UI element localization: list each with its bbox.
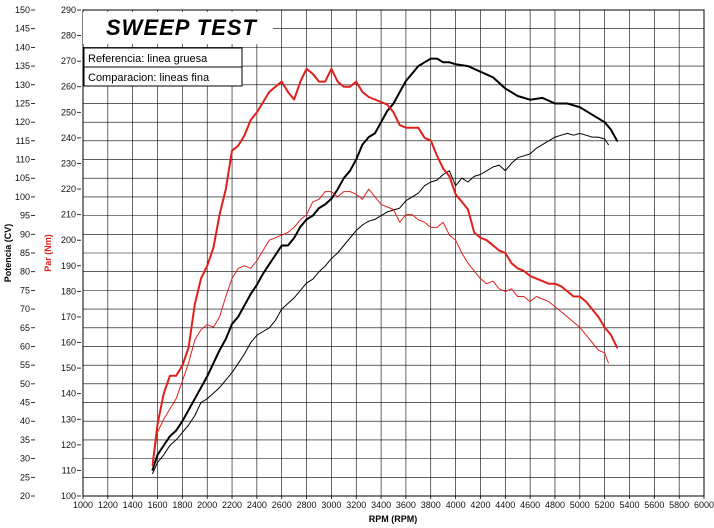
y-right-tick-label: 140 xyxy=(61,389,76,399)
x-tick-label: 5000 xyxy=(570,500,590,510)
x-tick-label: 1800 xyxy=(172,500,192,510)
x-tick-label: 1000 xyxy=(73,500,93,510)
series-layer xyxy=(151,57,619,475)
y-right-axis-label: Par (Nm) xyxy=(43,234,53,272)
y-right-tick-label: 170 xyxy=(61,312,76,322)
y-left-tick-label: 55 xyxy=(20,360,30,370)
y-right-tick-label: 210 xyxy=(61,210,76,220)
x-tick-label: 3200 xyxy=(346,500,366,510)
y-left-tick-label: 100 xyxy=(15,192,30,202)
y-left-tick-label: 35 xyxy=(20,435,30,445)
x-tick-label: 5600 xyxy=(644,500,664,510)
x-tick-label: 2600 xyxy=(272,500,292,510)
y-right-tick-label: 160 xyxy=(61,338,76,348)
y-left-tick-label: 85 xyxy=(20,248,30,258)
y-right-tick-label: 120 xyxy=(61,440,76,450)
y-left-tick-label: 145 xyxy=(15,24,30,34)
x-axis-ticks: 1000 1200 1400 1600 1800 2000 2200 2400 2600 2800… xyxy=(73,496,714,510)
x-tick-label: 3800 xyxy=(421,500,441,510)
y-right-tick-label: 100 xyxy=(61,491,76,501)
x-tick-label: 4200 xyxy=(470,500,490,510)
y-left-tick-label: 30 xyxy=(20,454,30,464)
x-tick-label: 3400 xyxy=(371,500,391,510)
y-left-tick-label: 105 xyxy=(15,173,30,183)
y-right-tick-label: 180 xyxy=(61,286,76,296)
y-right-tick-label: 130 xyxy=(61,414,76,424)
x-tick-label: 4000 xyxy=(446,500,466,510)
x-tick-label: 2400 xyxy=(247,500,267,510)
y-left-axis-ticks: 20 25 30 35 40 45 50 55 60 65 70 75 80 85 90 95 100 105 11… xyxy=(15,5,35,501)
chart-title: SWEEP TEST xyxy=(106,15,258,40)
y-left-tick-label: 60 xyxy=(20,341,30,351)
x-tick-label: 5800 xyxy=(669,500,689,510)
y-left-tick-label: 75 xyxy=(20,285,30,295)
y-left-tick-label: 45 xyxy=(20,398,30,408)
x-tick-label: 4400 xyxy=(495,500,515,510)
y-right-tick-label: 190 xyxy=(61,261,76,271)
x-tick-label: 2200 xyxy=(222,500,242,510)
y-left-tick-label: 115 xyxy=(16,136,30,146)
x-tick-label: 1600 xyxy=(148,500,168,510)
y-left-tick-label: 150 xyxy=(15,5,30,15)
legend: Referencia: linea gruesa Comparacion: li… xyxy=(83,47,243,87)
x-tick-label: 4800 xyxy=(545,500,565,510)
y-right-tick-label: 200 xyxy=(61,235,76,245)
torque-thin-line xyxy=(152,188,609,466)
x-tick-label: 3000 xyxy=(321,500,341,510)
y-left-tick-label: 80 xyxy=(20,267,30,277)
x-tick-label: 1200 xyxy=(98,500,118,510)
y-left-tick-label: 65 xyxy=(20,323,30,333)
y-right-axis-ticks: 100 110 120 130 140 150 160 170 180 190 200 210 220 2… xyxy=(61,5,81,501)
y-right-tick-label: 270 xyxy=(61,56,76,66)
y-right-tick-label: 250 xyxy=(61,107,76,117)
y-left-tick-label: 90 xyxy=(20,229,30,239)
y-right-tick-label: 240 xyxy=(61,133,76,143)
y-left-tick-label: 110 xyxy=(16,155,30,165)
power-thick-line xyxy=(151,57,619,471)
x-tick-label: 6000 xyxy=(694,500,714,510)
y-left-tick-label: 50 xyxy=(20,379,30,389)
y-left-tick-label: 40 xyxy=(20,416,30,426)
legend-item-comparison: Comparacion: lineas fina xyxy=(88,72,210,84)
plot-area xyxy=(82,9,705,497)
y-left-tick-label: 130 xyxy=(15,80,30,90)
y-left-tick-label: 120 xyxy=(15,117,30,127)
y-left-tick-label: 70 xyxy=(20,304,30,314)
x-tick-label: 2800 xyxy=(297,500,317,510)
x-tick-label: 2000 xyxy=(197,500,217,510)
x-tick-label: 3600 xyxy=(396,500,416,510)
y-right-tick-label: 220 xyxy=(61,184,76,194)
y-left-tick-label: 135 xyxy=(15,61,30,71)
x-tick-label: 1400 xyxy=(123,500,143,510)
x-tick-label: 5200 xyxy=(595,500,615,510)
y-right-tick-label: 280 xyxy=(61,31,76,41)
y-left-tick-label: 125 xyxy=(15,98,30,108)
power-thin-line xyxy=(152,132,609,475)
y-right-tick-label: 290 xyxy=(61,5,76,15)
y-right-tick-label: 150 xyxy=(61,363,76,373)
y-right-tick-label: 230 xyxy=(61,158,76,168)
y-left-tick-label: 20 xyxy=(20,491,30,501)
torque-thick-line xyxy=(151,67,619,467)
legend-item-reference: Referencia: linea gruesa xyxy=(88,53,208,65)
x-tick-label: 4600 xyxy=(520,500,540,510)
y-left-axis-label: Potencia (CV) xyxy=(3,224,13,283)
y-left-tick-label: 140 xyxy=(15,42,30,52)
y-right-tick-label: 260 xyxy=(61,82,76,92)
y-left-tick-label: 25 xyxy=(20,472,30,482)
y-left-tick-label: 95 xyxy=(20,211,30,221)
x-tick-label: 5400 xyxy=(619,500,639,510)
y-right-tick-label: 110 xyxy=(62,465,76,475)
x-axis-label: RPM (RPM) xyxy=(369,514,418,524)
